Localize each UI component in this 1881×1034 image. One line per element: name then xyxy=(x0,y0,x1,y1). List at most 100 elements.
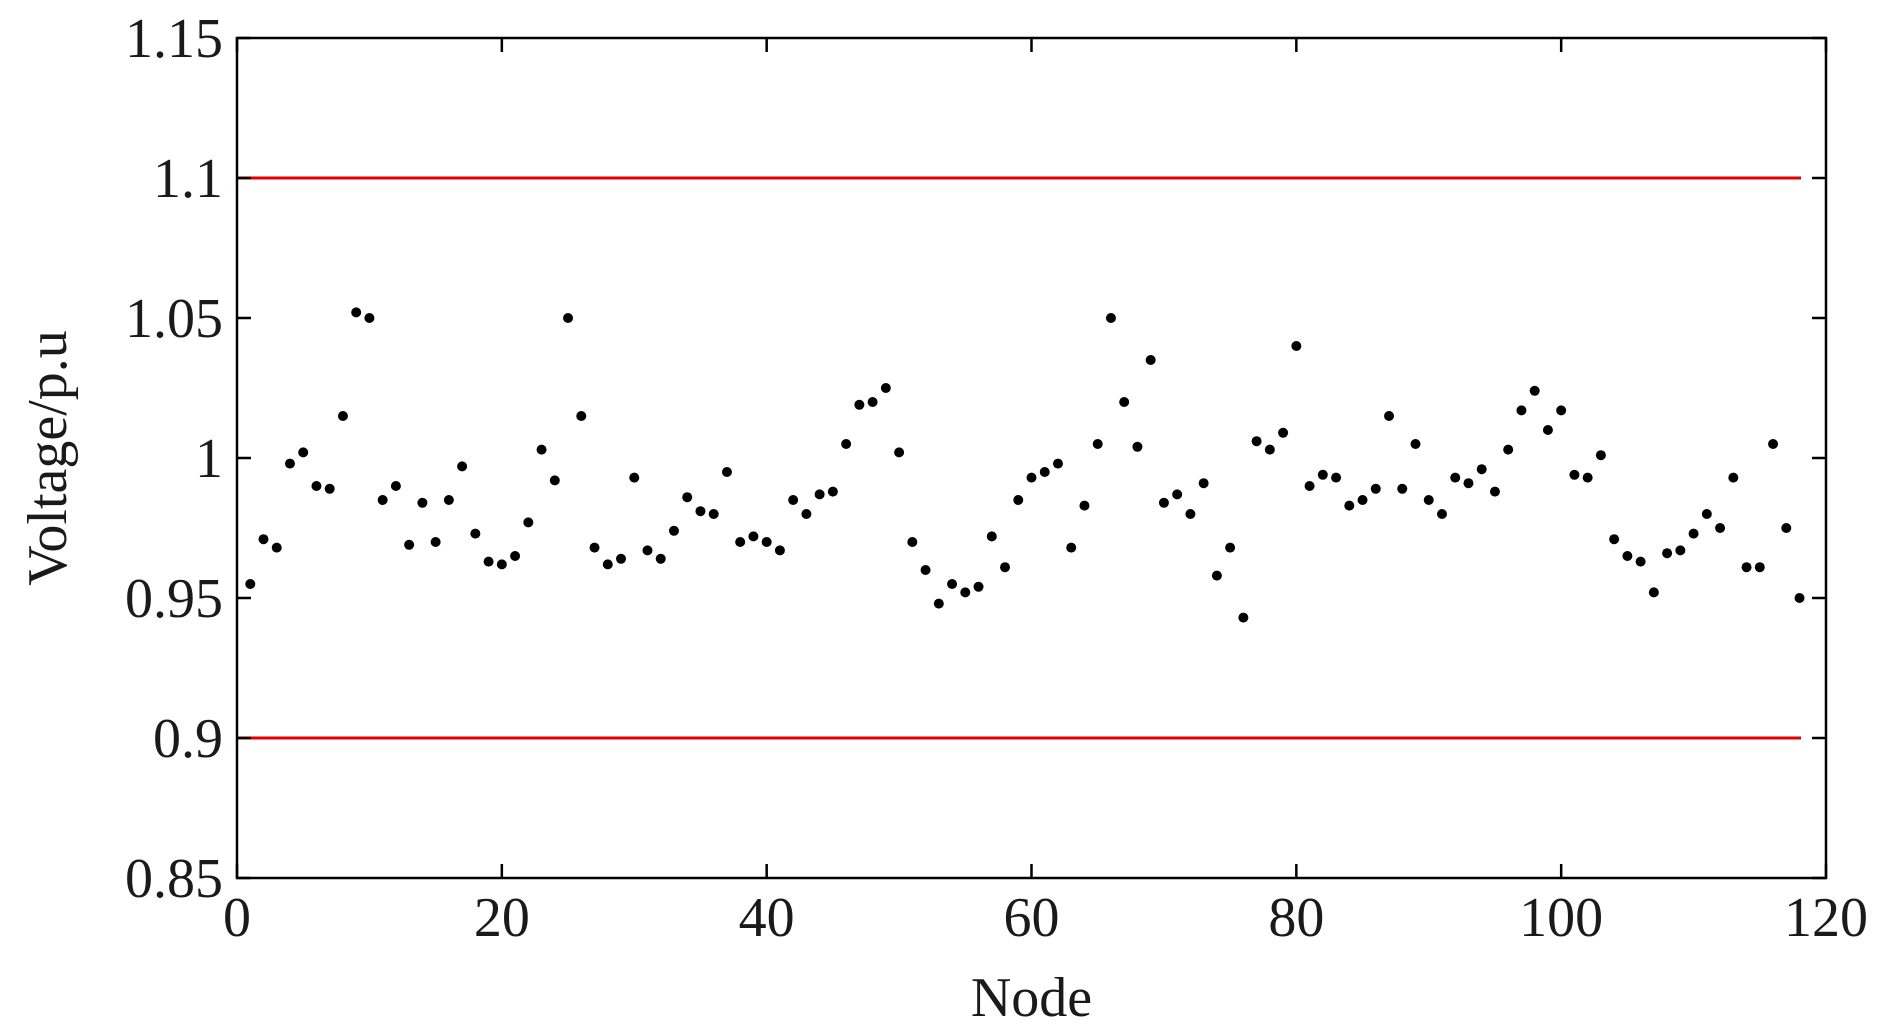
data-point-29 xyxy=(616,553,627,564)
data-point-35 xyxy=(695,506,706,517)
data-point-70 xyxy=(1158,497,1169,508)
y-axis-title: Voltage/p.u xyxy=(17,330,79,586)
data-point-38 xyxy=(735,537,746,547)
data-point-112 xyxy=(1715,523,1726,533)
data-point-34 xyxy=(682,492,693,503)
data-point-100 xyxy=(1556,405,1567,416)
data-point-40 xyxy=(761,537,772,547)
data-point-92 xyxy=(1450,472,1461,483)
data-point-67 xyxy=(1119,397,1130,407)
data-point-27 xyxy=(589,542,600,553)
data-point-76 xyxy=(1238,612,1249,623)
data-point-10 xyxy=(364,313,375,323)
data-point-59 xyxy=(1013,495,1024,505)
data-point-55 xyxy=(960,587,971,598)
data-point-96 xyxy=(1503,444,1514,455)
data-point-8 xyxy=(337,411,348,421)
data-point-108 xyxy=(1662,548,1673,559)
data-point-101 xyxy=(1569,469,1580,480)
data-point-114 xyxy=(1741,562,1752,573)
data-point-65 xyxy=(1092,439,1103,449)
data-point-113 xyxy=(1728,472,1739,483)
data-point-79 xyxy=(1278,427,1289,438)
data-point-19 xyxy=(483,556,494,567)
data-point-60 xyxy=(1026,472,1037,483)
y-tick-label: 0.85 xyxy=(125,848,223,910)
data-point-3 xyxy=(271,542,282,553)
data-point-18 xyxy=(470,528,481,539)
data-point-2 xyxy=(258,534,269,545)
plot-frame xyxy=(235,36,1828,880)
data-point-99 xyxy=(1542,425,1553,435)
data-point-72 xyxy=(1185,509,1196,519)
data-point-24 xyxy=(549,475,560,486)
data-point-6 xyxy=(311,481,322,491)
data-point-37 xyxy=(721,467,732,477)
data-point-25 xyxy=(563,313,574,323)
data-point-15 xyxy=(430,537,441,547)
data-point-74 xyxy=(1211,570,1222,581)
data-point-66 xyxy=(1105,313,1116,323)
data-point-32 xyxy=(655,553,666,564)
data-point-71 xyxy=(1172,489,1183,500)
tick-layer: 0 20 40 60 80 100 120 0.85 0.9 0.95 1 1.05 1.1 1.15 xyxy=(125,8,1868,949)
y-tick-label: 1.15 xyxy=(125,8,223,70)
data-point-7 xyxy=(324,483,335,494)
data-point-103 xyxy=(1595,450,1606,461)
data-point-95 xyxy=(1489,486,1500,497)
data-point-13 xyxy=(404,539,415,550)
data-point-45 xyxy=(827,486,838,497)
data-point-115 xyxy=(1754,562,1765,573)
data-point-53 xyxy=(933,598,944,609)
x-tick-label: 120 xyxy=(1784,887,1868,949)
data-point-58 xyxy=(1000,562,1011,573)
data-point-118 xyxy=(1794,593,1805,603)
data-point-36 xyxy=(708,509,719,519)
data-point-56 xyxy=(973,581,984,592)
data-point-84 xyxy=(1344,500,1355,511)
data-point-31 xyxy=(642,545,653,556)
y-tick-label: 1.05 xyxy=(125,288,223,350)
data-point-78 xyxy=(1264,444,1275,455)
data-point-109 xyxy=(1675,545,1686,556)
data-point-73 xyxy=(1198,478,1209,489)
data-point-94 xyxy=(1476,464,1487,475)
data-point-83 xyxy=(1331,472,1342,483)
data-point-105 xyxy=(1622,551,1633,561)
data-point-54 xyxy=(947,579,958,589)
data-point-68 xyxy=(1132,441,1143,452)
data-point-42 xyxy=(788,495,799,505)
data-point-90 xyxy=(1423,495,1434,505)
data-point-22 xyxy=(523,517,534,528)
data-point-69 xyxy=(1145,355,1156,365)
data-point-106 xyxy=(1635,556,1646,567)
data-point-51 xyxy=(907,537,918,547)
data-point-49 xyxy=(880,383,891,393)
data-point-52 xyxy=(920,565,931,575)
data-point-97 xyxy=(1516,405,1527,416)
data-point-87 xyxy=(1384,411,1395,421)
y-tick-label: 0.9 xyxy=(153,708,223,770)
data-point-5 xyxy=(298,447,309,458)
y-tick-label: 1 xyxy=(195,428,223,490)
y-tick-label: 1.1 xyxy=(153,148,223,210)
data-point-107 xyxy=(1648,587,1659,598)
data-point-111 xyxy=(1701,509,1712,519)
data-point-50 xyxy=(894,447,905,458)
data-point-61 xyxy=(1039,467,1050,477)
data-point-57 xyxy=(986,531,997,542)
plot-layer xyxy=(237,176,1805,740)
x-tick-label: 60 xyxy=(1004,887,1060,949)
x-tick-label: 100 xyxy=(1519,887,1603,949)
data-point-85 xyxy=(1357,495,1368,505)
data-point-116 xyxy=(1768,439,1779,449)
x-tick-label: 20 xyxy=(474,887,530,949)
x-tick-label: 80 xyxy=(1268,887,1324,949)
data-point-28 xyxy=(602,559,613,570)
x-tick-label: 40 xyxy=(739,887,795,949)
data-point-14 xyxy=(417,497,428,508)
data-point-117 xyxy=(1781,523,1792,533)
data-point-62 xyxy=(1052,458,1063,469)
data-point-12 xyxy=(390,481,401,491)
data-point-33 xyxy=(668,525,679,536)
